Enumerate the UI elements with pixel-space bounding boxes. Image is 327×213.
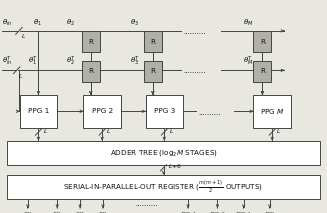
Text: PPG 2: PPG 2 (92, 108, 113, 114)
Text: $L$: $L$ (169, 127, 174, 135)
FancyBboxPatch shape (7, 141, 320, 165)
Text: $L$: $L$ (43, 127, 48, 135)
Text: $\theta_{in}$: $\theta_{in}$ (2, 18, 12, 28)
Text: $L\!+\!6$: $L\!+\!6$ (168, 162, 182, 170)
Text: ADDER TREE (log$_2$$M$ STAGES): ADDER TREE (log$_2$$M$ STAGES) (110, 148, 217, 158)
FancyBboxPatch shape (7, 175, 320, 199)
Text: $c_{KK}$: $c_{KK}$ (264, 210, 275, 213)
Text: $\theta_1$: $\theta_1$ (33, 18, 42, 28)
FancyBboxPatch shape (83, 95, 121, 128)
Text: $\theta_{in}^{T}$: $\theta_{in}^{T}$ (2, 55, 12, 68)
FancyBboxPatch shape (144, 31, 162, 52)
Text: $L$: $L$ (277, 127, 282, 135)
FancyBboxPatch shape (253, 31, 271, 52)
Text: $c_{21}$: $c_{21}$ (52, 210, 62, 213)
Text: ..........: .......... (183, 68, 206, 74)
FancyBboxPatch shape (253, 95, 291, 128)
Text: PPG 3: PPG 3 (154, 108, 175, 114)
Text: $\theta_M^{T}$: $\theta_M^{T}$ (243, 55, 253, 68)
Text: $c_{KK\!-\!2}$: $c_{KK\!-\!2}$ (209, 210, 226, 213)
FancyBboxPatch shape (253, 61, 271, 82)
Text: $c_{11}$: $c_{11}$ (23, 210, 33, 213)
Text: R: R (260, 39, 265, 45)
Text: $\theta_2$: $\theta_2$ (66, 18, 75, 28)
FancyBboxPatch shape (82, 61, 100, 82)
Text: $L$: $L$ (21, 32, 26, 40)
Text: R: R (150, 68, 155, 74)
Text: ..........: .......... (183, 29, 206, 35)
Text: $\theta_3^{T}$: $\theta_3^{T}$ (130, 55, 140, 68)
Text: R: R (260, 68, 265, 74)
Text: ..........: .......... (136, 201, 158, 207)
Text: $\theta_M$: $\theta_M$ (243, 18, 253, 28)
Text: $c_{KK\!-\!3}$: $c_{KK\!-\!3}$ (180, 210, 197, 213)
FancyBboxPatch shape (82, 31, 100, 52)
Text: $L$: $L$ (107, 127, 112, 135)
Text: $\theta_1^{T}$: $\theta_1^{T}$ (28, 55, 38, 68)
Text: $c_{22}$: $c_{22}$ (75, 210, 85, 213)
FancyBboxPatch shape (144, 61, 162, 82)
Text: $L$: $L$ (18, 72, 23, 80)
Text: PPG 1: PPG 1 (28, 108, 49, 114)
Text: SERIAL-IN-PARALLEL-OUT REGISTER ($\frac{m(m+1)}{2}$ OUTPUTS): SERIAL-IN-PARALLEL-OUT REGISTER ($\frac{… (63, 179, 264, 195)
FancyBboxPatch shape (146, 95, 183, 128)
Text: R: R (88, 39, 93, 45)
Text: PPG $M$: PPG $M$ (260, 107, 284, 116)
Text: $\theta_2^{T}$: $\theta_2^{T}$ (66, 55, 76, 68)
FancyBboxPatch shape (20, 95, 57, 128)
Text: R: R (88, 68, 93, 74)
Text: R: R (150, 39, 155, 45)
Text: ..........: .......... (198, 110, 220, 117)
Text: $c_{KK\!-\!1}$: $c_{KK\!-\!1}$ (235, 210, 252, 213)
Text: $c_{31}$: $c_{31}$ (98, 210, 108, 213)
Text: $\theta_3$: $\theta_3$ (130, 18, 139, 28)
